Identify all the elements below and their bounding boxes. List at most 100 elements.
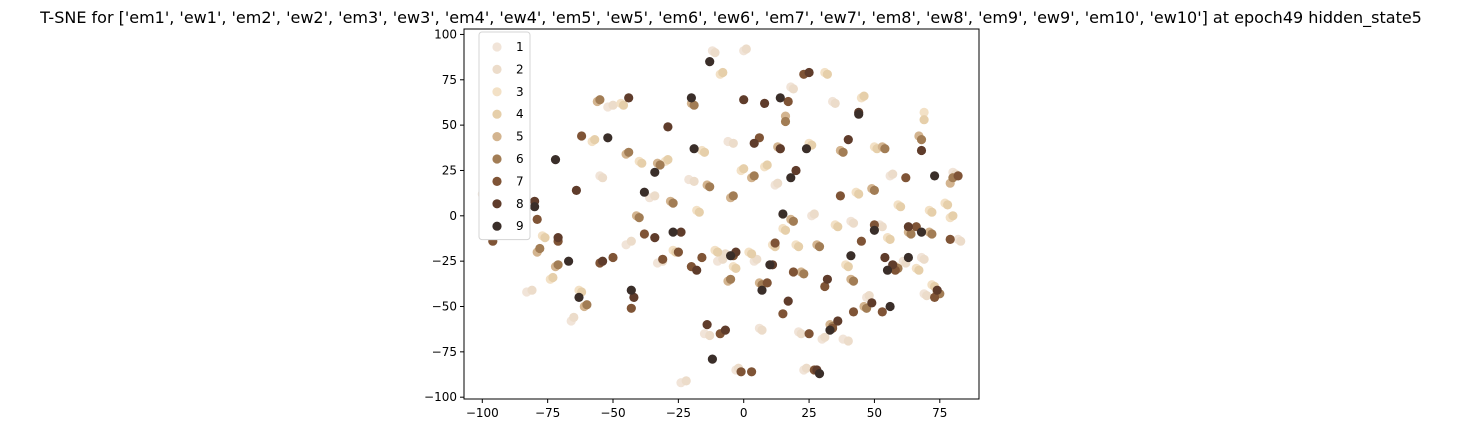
point-series-4-20 xyxy=(822,69,833,79)
point-series-4-6 xyxy=(663,155,673,165)
point-series-9-8 xyxy=(650,167,660,177)
point-series-7-33 xyxy=(901,173,911,183)
x-tick-label: 25 xyxy=(801,406,816,420)
point-series-2-32 xyxy=(919,254,929,264)
point-series-9-29 xyxy=(916,227,927,237)
point-series-6-24 xyxy=(880,144,890,154)
point-series-4-1 xyxy=(548,272,558,283)
point-series-7-31 xyxy=(877,307,887,317)
y-tick-label: −75 xyxy=(432,345,457,359)
point-series-6-7 xyxy=(668,198,678,208)
point-series-2-24 xyxy=(820,332,830,342)
y-axis: −100 −75 −50 −25 0 25 50 75 100 xyxy=(424,27,464,404)
point-series-3-31 xyxy=(919,107,929,117)
legend-label-5: 5 xyxy=(516,130,524,144)
point-series-7-21 xyxy=(788,267,799,277)
point-series-8-9 xyxy=(676,227,686,237)
point-series-2-4 xyxy=(608,100,618,110)
point-series-9-13 xyxy=(726,251,736,261)
point-series-7-5 xyxy=(608,252,618,263)
point-series-6-18 xyxy=(814,242,825,252)
point-series-9-18 xyxy=(778,209,788,219)
point-series-8-20 xyxy=(791,165,801,176)
point-series-2-10 xyxy=(705,330,715,341)
point-series-4-5 xyxy=(637,158,647,168)
y-tick-label: 100 xyxy=(434,27,457,41)
legend-label-1: 1 xyxy=(516,40,524,54)
point-series-7-17 xyxy=(762,278,772,288)
point-series-6-20 xyxy=(838,147,848,157)
point-series-4-29 xyxy=(927,207,937,217)
point-series-6-2 xyxy=(582,300,592,310)
point-series-2-6 xyxy=(650,191,660,201)
point-series-2-5 xyxy=(626,236,636,246)
legend-label-4: 4 xyxy=(516,107,524,121)
point-series-4-12 xyxy=(731,263,741,273)
point-series-9-23 xyxy=(846,251,856,261)
point-series-8-3 xyxy=(571,185,582,195)
point-series-7-11 xyxy=(697,252,707,263)
point-series-8-19 xyxy=(783,296,793,306)
legend-label-9: 9 xyxy=(516,219,524,233)
x-tick-label: −100 xyxy=(466,406,499,420)
point-series-6-6 xyxy=(655,160,665,170)
point-series-7-37 xyxy=(953,171,963,181)
point-series-6-23 xyxy=(869,185,880,195)
legend-marker-7 xyxy=(492,176,502,186)
legend-marker-6 xyxy=(492,154,502,164)
point-series-8-15 xyxy=(749,138,759,148)
point-series-8-16 xyxy=(760,98,770,108)
point-series-9-30 xyxy=(930,171,940,181)
point-series-8-10 xyxy=(692,265,702,275)
point-series-2-2 xyxy=(569,312,579,322)
point-series-8-27 xyxy=(867,298,877,308)
point-series-6-1 xyxy=(553,260,563,270)
y-tick-label: −25 xyxy=(432,254,457,268)
point-series-8-14 xyxy=(739,95,749,105)
y-tick-label: 50 xyxy=(442,118,457,132)
point-series-6-27 xyxy=(916,135,927,145)
x-tick-label: −25 xyxy=(666,406,691,420)
y-tick-label: −50 xyxy=(432,300,457,314)
point-series-2-30 xyxy=(888,169,898,179)
point-series-9-19 xyxy=(786,173,796,183)
point-series-9-16 xyxy=(765,260,775,270)
point-series-4-17 xyxy=(780,225,791,235)
point-series-9-1 xyxy=(530,202,540,212)
legend-label-6: 6 xyxy=(516,152,524,166)
point-series-7-29 xyxy=(856,236,867,246)
point-series-2-28 xyxy=(864,291,874,301)
point-series-9-9 xyxy=(668,227,678,237)
point-series-9-6 xyxy=(626,285,636,295)
point-series-2-19 xyxy=(773,178,783,188)
point-series-2-21 xyxy=(796,329,806,339)
point-series-8-4 xyxy=(598,256,608,266)
legend-label-3: 3 xyxy=(516,85,524,99)
point-series-8-30 xyxy=(903,222,914,232)
point-series-8-6 xyxy=(629,292,639,302)
point-series-7-3 xyxy=(577,131,587,141)
point-series-2-26 xyxy=(843,336,853,346)
point-series-7-28 xyxy=(848,307,859,317)
point-series-7-18 xyxy=(770,238,780,248)
point-series-4-33 xyxy=(948,211,958,221)
point-series-6-12 xyxy=(749,171,759,181)
point-series-9-28 xyxy=(903,252,914,263)
point-series-7-19 xyxy=(778,309,788,319)
point-series-6-10 xyxy=(726,274,736,284)
point-series-9-17 xyxy=(775,93,785,103)
x-axis: −100 −75 −50 −25 0 25 50 75 xyxy=(466,399,947,420)
point-series-9-3 xyxy=(564,256,574,266)
legend-marker-9 xyxy=(492,221,502,231)
point-series-7-8 xyxy=(658,254,668,264)
point-series-6-8 xyxy=(689,100,699,110)
point-series-4-4 xyxy=(618,100,629,110)
legend-label-7: 7 xyxy=(516,174,524,188)
point-series-9-12 xyxy=(707,354,718,364)
point-series-4-9 xyxy=(699,147,710,157)
point-series-6-21 xyxy=(848,276,859,286)
point-series-9-21 xyxy=(814,369,825,379)
point-series-4-23 xyxy=(854,189,864,199)
x-tick-label: −50 xyxy=(600,406,625,420)
point-series-4-0 xyxy=(540,233,550,243)
